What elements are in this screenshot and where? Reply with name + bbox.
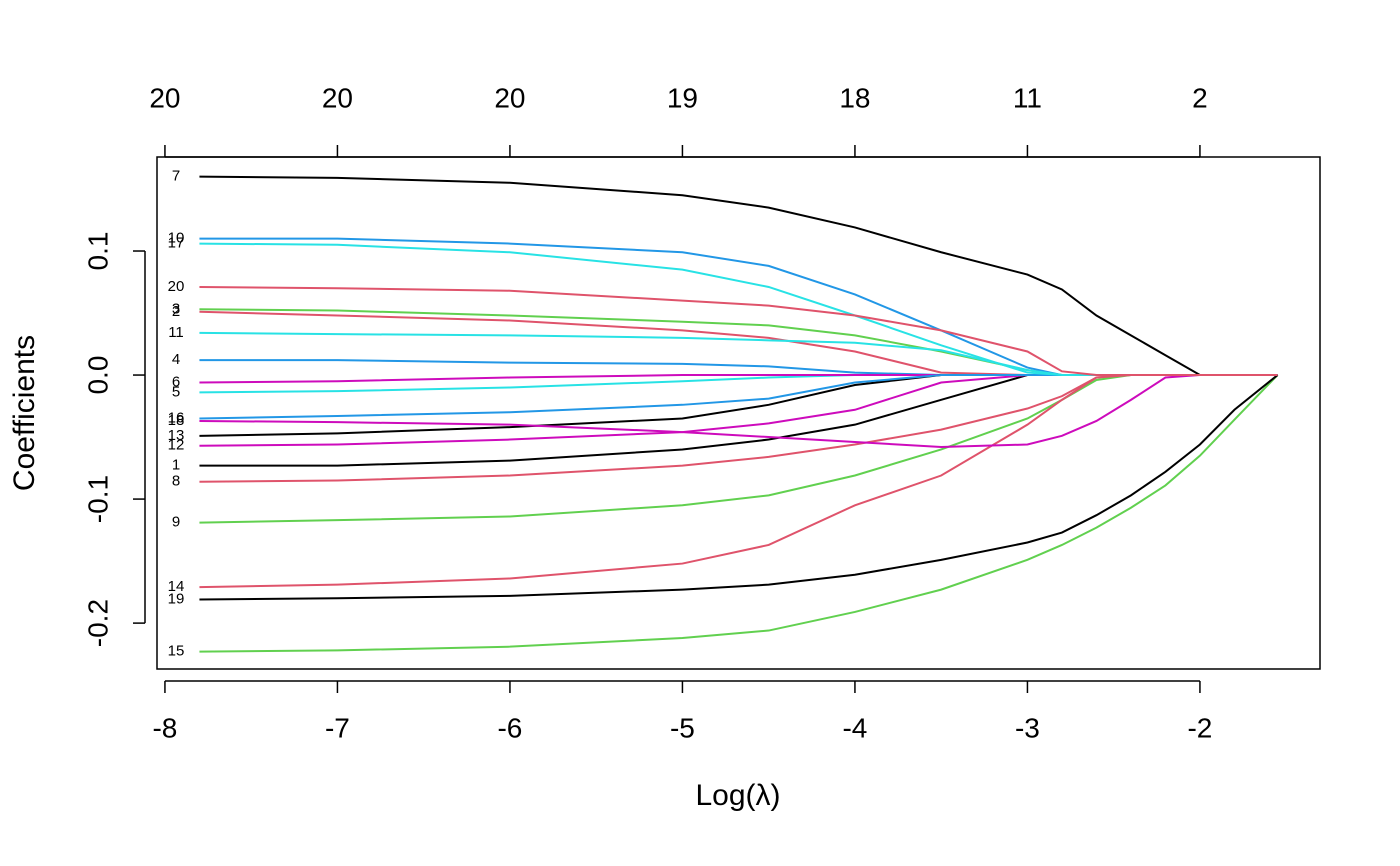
coef-path bbox=[199, 331, 1278, 377]
coef-path bbox=[199, 374, 1279, 601]
curve-label: 11 bbox=[168, 324, 184, 341]
curve-label: 19 bbox=[168, 591, 185, 608]
curve-label: 12 bbox=[168, 437, 185, 454]
curve-label: 20 bbox=[168, 278, 185, 295]
coef-path bbox=[199, 175, 1278, 377]
coef-path bbox=[199, 374, 1278, 467]
curve-label: 1 bbox=[172, 457, 180, 474]
plot-frame bbox=[156, 156, 1321, 670]
x-tick-label: -6 bbox=[497, 712, 522, 743]
x2-tick-label: 2 bbox=[1192, 82, 1208, 113]
y-tick-label: 0.1 bbox=[82, 232, 113, 271]
y-axis-title: Coefficients bbox=[8, 335, 41, 491]
curve-label: 16 bbox=[168, 409, 185, 426]
curve-label: 18 bbox=[168, 412, 185, 429]
x-tick-label: -8 bbox=[152, 712, 177, 743]
x-tick-label: -5 bbox=[670, 712, 695, 743]
curve-label: 8 bbox=[172, 473, 180, 490]
x2-tick-label: 20 bbox=[149, 82, 180, 113]
x-axis-title: Log(λ) bbox=[695, 779, 780, 812]
curve-label: 6 bbox=[172, 373, 180, 390]
coef-path bbox=[199, 374, 1278, 524]
curve-label: 15 bbox=[168, 643, 185, 660]
curve-label: 10 bbox=[168, 230, 185, 247]
y-tick-label: 0.0 bbox=[82, 356, 113, 395]
curve-label: 2 bbox=[172, 303, 180, 320]
coef-path bbox=[199, 374, 1278, 448]
coef-path bbox=[199, 374, 1279, 653]
curve-label: 7 bbox=[172, 168, 180, 185]
coef-path bbox=[199, 237, 1278, 377]
x2-tick-label: 20 bbox=[322, 82, 353, 113]
y-tick-label: -0.2 bbox=[82, 599, 113, 647]
coef-path bbox=[199, 374, 1278, 589]
coef-path bbox=[199, 285, 1278, 377]
curve-label: 13 bbox=[168, 427, 185, 444]
x2-tick-label: 19 bbox=[667, 82, 698, 113]
coef-path bbox=[199, 359, 1278, 377]
x2-tick-label: 11 bbox=[1013, 82, 1042, 113]
curve-label: 5 bbox=[172, 383, 180, 400]
curve-label: 17 bbox=[168, 235, 185, 252]
coef-path bbox=[199, 242, 1278, 377]
curve-label: 14 bbox=[168, 578, 185, 595]
y-tick-label: -0.1 bbox=[82, 475, 113, 523]
curve-label: 3 bbox=[172, 300, 180, 317]
x-tick-label: -3 bbox=[1015, 712, 1040, 743]
curve-label: 9 bbox=[172, 514, 180, 531]
x-tick-label: -2 bbox=[1187, 712, 1212, 743]
x2-tick-label: 20 bbox=[494, 82, 525, 113]
x-tick-label: -7 bbox=[325, 712, 350, 743]
x-tick-label: -4 bbox=[842, 712, 867, 743]
x2-tick-label: 18 bbox=[839, 82, 870, 113]
curve-label: 4 bbox=[172, 351, 180, 368]
